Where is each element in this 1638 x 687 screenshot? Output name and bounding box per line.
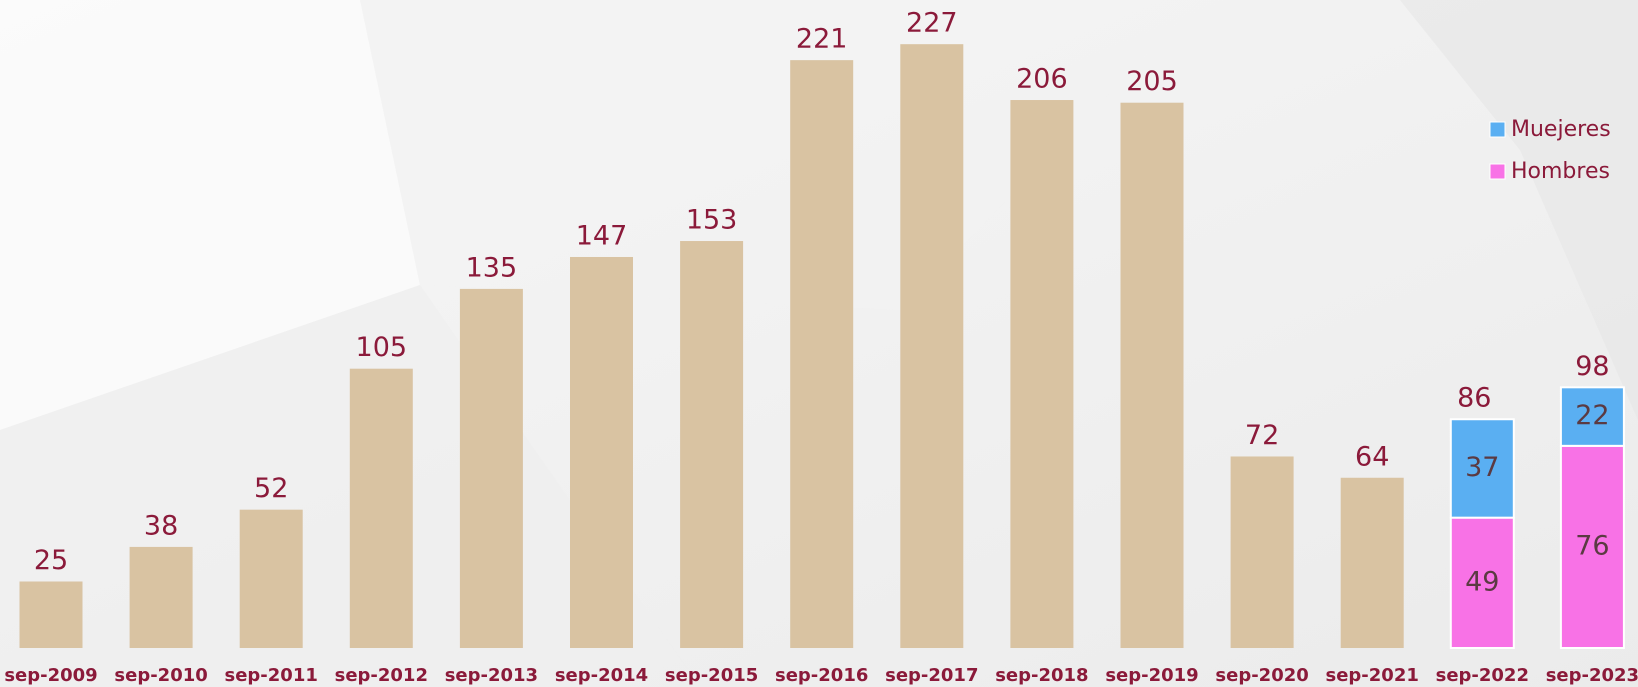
bar <box>459 288 523 648</box>
background-shape <box>0 0 420 430</box>
segment-label: 76 <box>1575 530 1609 561</box>
background-shape <box>1400 0 1638 420</box>
bar <box>900 44 964 649</box>
legend-swatch <box>1489 163 1506 180</box>
x-tick-label: sep-2015 <box>665 665 758 686</box>
x-tick-label: sep-2020 <box>1215 665 1308 686</box>
value-label: 205 <box>1126 66 1178 97</box>
value-label: 38 <box>144 510 178 541</box>
bar <box>1340 477 1404 648</box>
x-tick-label: sep-2012 <box>335 665 428 686</box>
value-label: 25 <box>34 545 68 576</box>
bar <box>1559 386 1625 447</box>
background-shape <box>360 0 1200 310</box>
total-label: 86 <box>1457 383 1491 414</box>
x-tick-label: sep-2019 <box>1105 665 1198 686</box>
value-label: 105 <box>356 332 408 363</box>
x-tick-label: sep-2013 <box>445 665 538 686</box>
bar <box>680 241 744 648</box>
x-tick-label: sep-2009 <box>4 665 97 686</box>
value-label: 227 <box>906 8 958 39</box>
total-label: 98 <box>1575 351 1609 382</box>
legend-label: Muejeres <box>1511 117 1611 142</box>
bar <box>1230 456 1294 648</box>
value-label: 153 <box>686 205 738 236</box>
x-tick-label: sep-2017 <box>885 665 978 686</box>
x-tick-label: sep-2018 <box>995 665 1088 686</box>
bar <box>1120 102 1184 648</box>
value-label: 135 <box>466 252 518 283</box>
x-tick-label: sep-2014 <box>555 665 648 686</box>
value-label: 147 <box>576 220 628 251</box>
bar <box>349 368 413 648</box>
bar <box>1559 444 1625 649</box>
bar <box>239 509 303 648</box>
bar <box>19 581 83 648</box>
x-tick-label: sep-2023 <box>1546 665 1638 686</box>
bar <box>1449 418 1515 519</box>
segment-label: 22 <box>1575 400 1609 431</box>
x-tick-label: sep-2011 <box>225 665 318 686</box>
value-label: 52 <box>254 473 288 504</box>
legend-label: Hombres <box>1511 159 1610 184</box>
x-tick-label: sep-2016 <box>775 665 868 686</box>
value-label: 64 <box>1355 441 1389 472</box>
value-label: 221 <box>796 24 848 55</box>
value-label: 72 <box>1245 420 1279 451</box>
segment-label: 37 <box>1465 452 1499 483</box>
x-tick-label: sep-2021 <box>1326 665 1419 686</box>
x-tick-label: sep-2022 <box>1436 665 1529 686</box>
bar <box>129 546 193 648</box>
bar <box>1010 100 1074 649</box>
legend-swatch <box>1489 121 1506 138</box>
x-tick-label: sep-2010 <box>114 665 207 686</box>
bar <box>570 256 633 648</box>
bar <box>790 60 854 648</box>
value-label: 206 <box>1016 64 1068 95</box>
segment-label: 49 <box>1465 566 1499 597</box>
